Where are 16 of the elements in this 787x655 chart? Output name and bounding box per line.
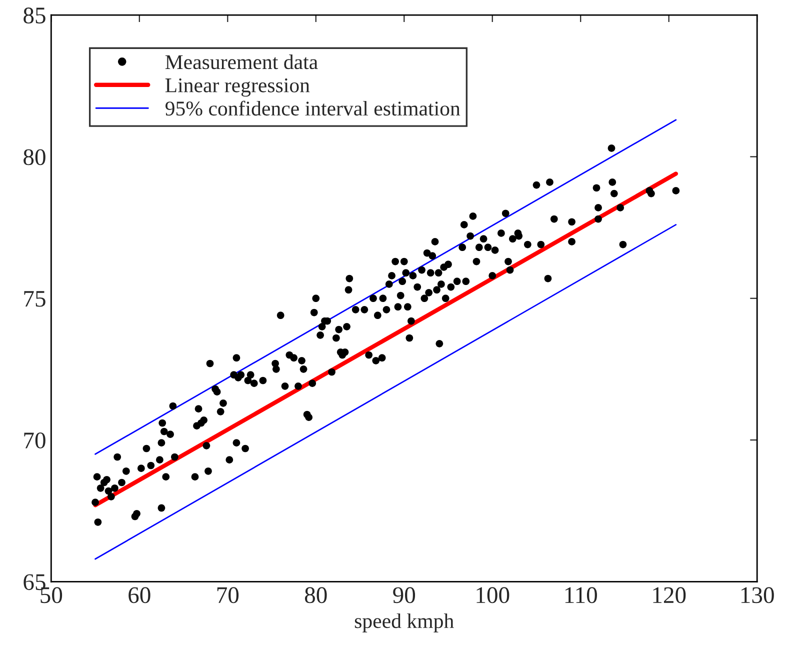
legend-label: 95% confidence interval estimation [165, 100, 460, 116]
x-tick-label: 100 [476, 587, 510, 604]
x-axis-title: speed kmph [354, 613, 454, 632]
x-tick-label: 70 [217, 587, 239, 604]
x-tick-label: 120 [653, 587, 686, 604]
y-tick-label: 70 [24, 432, 46, 448]
y-tick-label: 75 [24, 291, 46, 307]
y-tick-label: 80 [24, 149, 46, 166]
x-tick-label: 80 [304, 587, 327, 604]
x-tick-label: 130 [741, 587, 774, 604]
x-tick-label: 110 [565, 587, 597, 604]
legend-label: Measurement data [165, 54, 318, 70]
legend-label: Linear regression [165, 78, 310, 97]
x-tick-label: 60 [128, 587, 150, 604]
y-tick-label: 85 [24, 8, 46, 24]
x-tick-label: 90 [393, 587, 416, 604]
